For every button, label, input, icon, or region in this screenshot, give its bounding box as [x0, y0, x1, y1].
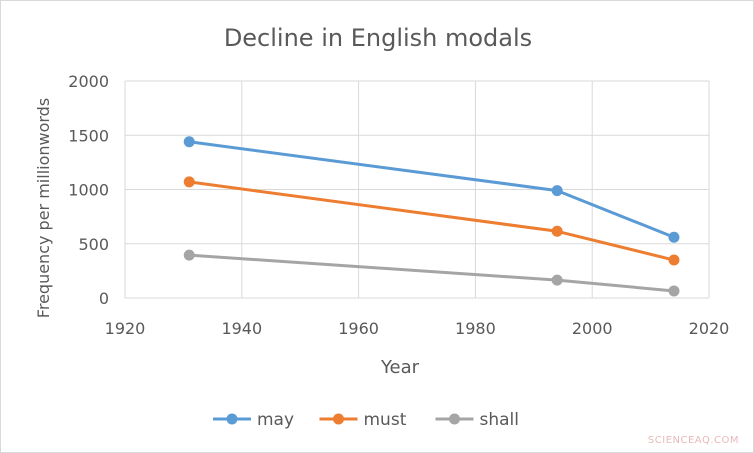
series-line-must: [189, 180, 675, 262]
legend: may must shall: [213, 410, 519, 430]
x-tick-label: 1940: [221, 319, 262, 338]
legend-marker: [226, 413, 238, 425]
y-axis-ticks: 0 500 1000 1500 2000: [68, 72, 109, 308]
gridlines: [124, 80, 710, 299]
y-tick-label: 1000: [68, 181, 109, 200]
x-tick-label: 1960: [338, 319, 379, 338]
legend-marker: [333, 413, 344, 425]
data-point-must: [551, 225, 563, 237]
y-tick-label: 1500: [68, 126, 109, 145]
y-tick-label: 2000: [68, 72, 109, 91]
x-tick-label: 1980: [455, 319, 496, 338]
legend-item-shall: shall: [435, 410, 520, 430]
x-axis-label: Year: [380, 357, 420, 378]
x-axis-ticks: 1920 1940 1960 1980 2000 2020: [105, 319, 730, 338]
chart-title: Decline in English modals: [224, 24, 532, 52]
data-point-shall: [551, 274, 563, 286]
y-tick-label: 0: [99, 289, 109, 308]
legend-label: may: [257, 410, 294, 430]
y-tick-label: 500: [78, 235, 109, 254]
series-line-shall: [189, 253, 675, 293]
data-point-must: [183, 176, 195, 188]
data-point-shall: [668, 285, 680, 297]
x-tick-label: 1920: [105, 319, 146, 338]
y-axis-label: Frequency per millionwords: [34, 98, 53, 318]
series-may: [183, 136, 680, 243]
series-lines: [183, 136, 680, 297]
data-point-must: [668, 254, 680, 266]
x-tick-label: 2020: [689, 319, 730, 338]
series-must: [183, 176, 680, 266]
data-point-may: [183, 136, 195, 148]
legend-label: must: [364, 410, 407, 430]
watermark: SCIENCEAQ.COM: [647, 435, 739, 446]
legend-marker: [449, 413, 460, 425]
x-tick-label: 2000: [572, 319, 613, 338]
data-point-may: [668, 231, 680, 243]
legend-label: shall: [480, 410, 520, 430]
legend-item-may: may: [213, 410, 294, 430]
data-point-may: [551, 185, 563, 197]
legend-item-must: must: [319, 410, 407, 430]
series-shall: [183, 249, 680, 297]
data-point-shall: [183, 249, 195, 261]
